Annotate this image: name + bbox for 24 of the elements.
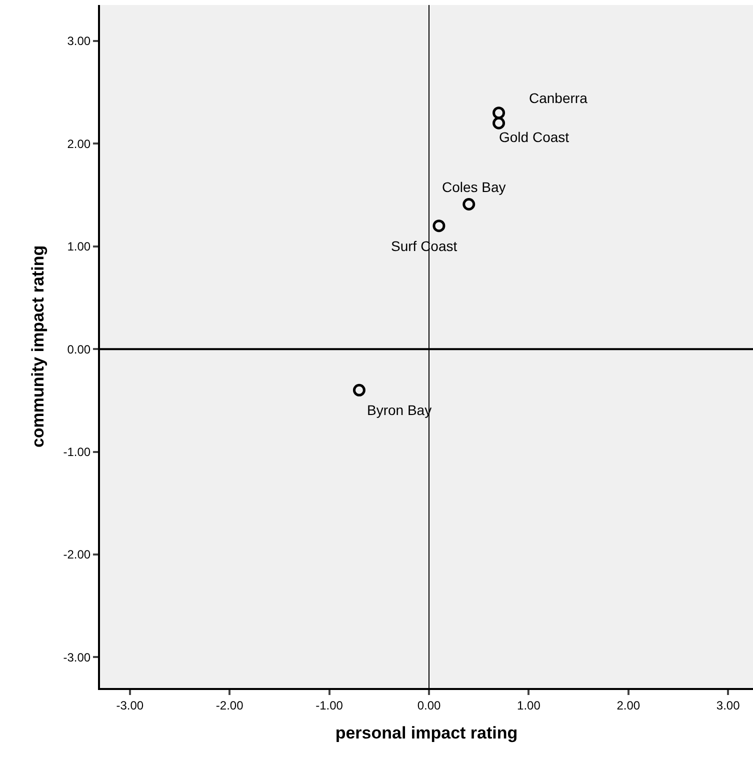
point (462, 198, 476, 210)
y-tick-label: -3.00 (63, 650, 91, 664)
y-tick-label: 2.00 (67, 136, 91, 151)
point (432, 220, 446, 232)
y-tick-label: 3.00 (67, 34, 91, 48)
x-axis-title: personal impact rating (335, 723, 518, 742)
x-tick-label: -1.00 (316, 698, 344, 712)
annotation: Coles Bay (442, 179, 506, 195)
point (352, 384, 366, 396)
annotation: Gold Coast (499, 129, 570, 145)
y-axis-title: community impact rating (28, 245, 48, 448)
y-tick-label: -2.00 (63, 548, 91, 562)
x-tick-label: 3.00 (716, 698, 740, 712)
point (492, 116, 506, 130)
y-tick-label: 1.00 (67, 240, 91, 254)
x-tick-label: -2.00 (216, 698, 244, 712)
annotation: Canberra (529, 90, 588, 106)
y-tick-label: -1.00 (63, 444, 91, 459)
y-tick-label: 0.00 (67, 342, 91, 356)
x-tick-label: 0.00 (417, 698, 441, 712)
x-tick-label: 2.00 (616, 698, 640, 712)
point (492, 106, 506, 120)
x-tick-label: -3.00 (116, 698, 144, 712)
x-tick-label: 1.00 (517, 698, 541, 712)
